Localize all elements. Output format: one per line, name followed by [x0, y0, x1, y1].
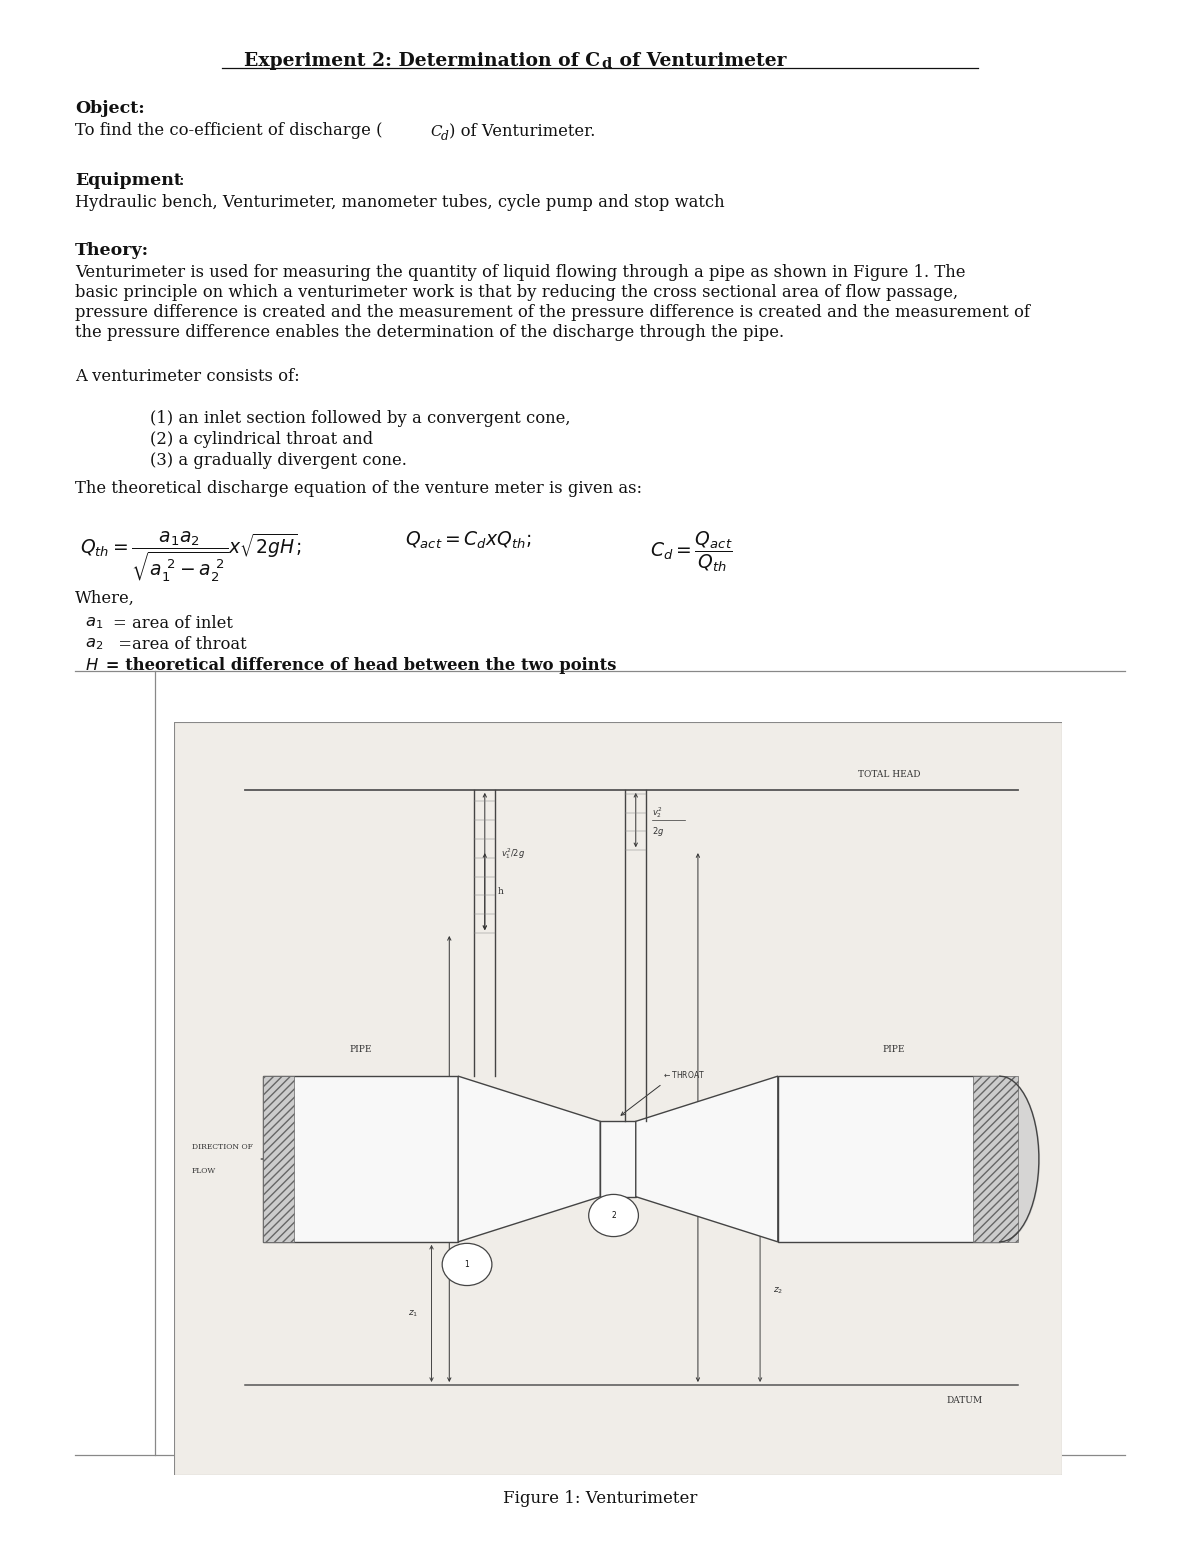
- Text: $h_1$: $h_1$: [425, 1152, 436, 1165]
- Text: $a_1$: $a_1$: [85, 615, 103, 631]
- Circle shape: [442, 1244, 492, 1286]
- Text: d: d: [442, 130, 449, 143]
- Text: To find the co-efficient of discharge (: To find the co-efficient of discharge (: [74, 123, 383, 140]
- Text: $v_1^2/2g$: $v_1^2/2g$: [500, 846, 526, 862]
- Bar: [778, 1076, 1000, 1242]
- Text: (3) a gradually divergent cone.: (3) a gradually divergent cone.: [150, 452, 407, 469]
- Text: Experiment 2: Determination of C: Experiment 2: Determination of C: [244, 51, 600, 70]
- Text: $v_1$: $v_1$: [373, 1129, 384, 1140]
- Text: Object:: Object:: [74, 99, 145, 116]
- Text: TOTAL HEAD: TOTAL HEAD: [858, 770, 920, 778]
- Text: $H$: $H$: [85, 657, 98, 672]
- Circle shape: [589, 1194, 638, 1236]
- Text: Venturimeter is used for measuring the quantity of liquid flowing through a pipe: Venturimeter is used for measuring the q…: [74, 264, 966, 281]
- Text: = theoretical difference of head between the two points: = theoretical difference of head between…: [100, 657, 617, 674]
- Text: 2: 2: [611, 1211, 616, 1221]
- Text: $d_2$: $d_2$: [568, 1152, 578, 1165]
- Text: $C_d = \dfrac{Q_{act}}{Q_{th}}$: $C_d = \dfrac{Q_{act}}{Q_{th}}$: [650, 530, 733, 575]
- Text: $v_2$: $v_2$: [630, 1134, 641, 1145]
- Text: of Venturimeter: of Venturimeter: [613, 51, 786, 70]
- Text: $\leftarrow$THROAT: $\leftarrow$THROAT: [662, 1068, 706, 1079]
- Bar: [263, 1076, 458, 1242]
- Bar: [973, 1076, 1018, 1242]
- Text: Equipment: Equipment: [74, 172, 182, 189]
- Text: $d_1$: $d_1$: [320, 1152, 331, 1165]
- Text: Figure 1: Venturimeter: Figure 1: Venturimeter: [503, 1489, 697, 1506]
- Text: basic principle on which a venturimeter work is that by reducing the cross secti: basic principle on which a venturimeter …: [74, 284, 958, 301]
- Text: :: :: [178, 172, 184, 189]
- Text: = area of inlet: = area of inlet: [113, 615, 233, 632]
- Text: $z_2$: $z_2$: [774, 1286, 784, 1297]
- Text: Hydraulic bench, Venturimeter, manometer tubes, cycle pump and stop watch: Hydraulic bench, Venturimeter, manometer…: [74, 194, 725, 211]
- Text: DATUM: DATUM: [946, 1396, 982, 1405]
- Text: FLOW: FLOW: [192, 1166, 216, 1174]
- Text: The theoretical discharge equation of the venture meter is given as:: The theoretical discharge equation of th…: [74, 480, 642, 497]
- Text: $z_1$: $z_1$: [408, 1308, 419, 1318]
- Text: $h_2$: $h_2$: [712, 1112, 722, 1124]
- Text: $Q_{th} = \dfrac{a_1 a_2}{\sqrt{a_1^{\ 2}-a_2^{\ 2}}}x\sqrt{2gH};$: $Q_{th} = \dfrac{a_1 a_2}{\sqrt{a_1^{\ 2…: [80, 530, 301, 584]
- Text: pressure difference is created and the measurement of the pressure difference is: pressure difference is created and the m…: [74, 304, 1030, 321]
- Text: Theory:: Theory:: [74, 242, 149, 259]
- Text: C: C: [430, 124, 442, 140]
- Text: (2) a cylindrical throat and: (2) a cylindrical throat and: [150, 432, 373, 447]
- Bar: [600, 1121, 636, 1197]
- Text: Where,: Where,: [74, 590, 134, 607]
- Text: the pressure difference enables the determination of the discharge through the p: the pressure difference enables the dete…: [74, 325, 784, 342]
- Text: h: h: [498, 887, 504, 896]
- Text: d: d: [601, 57, 611, 71]
- Text: $Q_{act} = C_d xQ_{th};$: $Q_{act} = C_d xQ_{th};$: [406, 530, 532, 551]
- Bar: [263, 1076, 294, 1242]
- Text: ) of Venturimeter.: ) of Venturimeter.: [449, 123, 595, 140]
- Text: PIPE: PIPE: [882, 1045, 905, 1053]
- Polygon shape: [636, 1076, 778, 1242]
- Text: (1) an inlet section followed by a convergent cone,: (1) an inlet section followed by a conve…: [150, 410, 570, 427]
- Text: 1: 1: [464, 1259, 469, 1269]
- Text: $2g$: $2g$: [652, 825, 664, 839]
- Text: A venturimeter consists of:: A venturimeter consists of:: [74, 368, 300, 385]
- Text: $v_2^2$: $v_2^2$: [652, 804, 662, 820]
- Text: PIPE: PIPE: [349, 1045, 372, 1053]
- Text: $a_2$: $a_2$: [85, 637, 103, 652]
- Text: =area of throat: =area of throat: [113, 637, 247, 652]
- Polygon shape: [458, 1076, 600, 1242]
- Text: DIRECTION OF: DIRECTION OF: [192, 1143, 253, 1151]
